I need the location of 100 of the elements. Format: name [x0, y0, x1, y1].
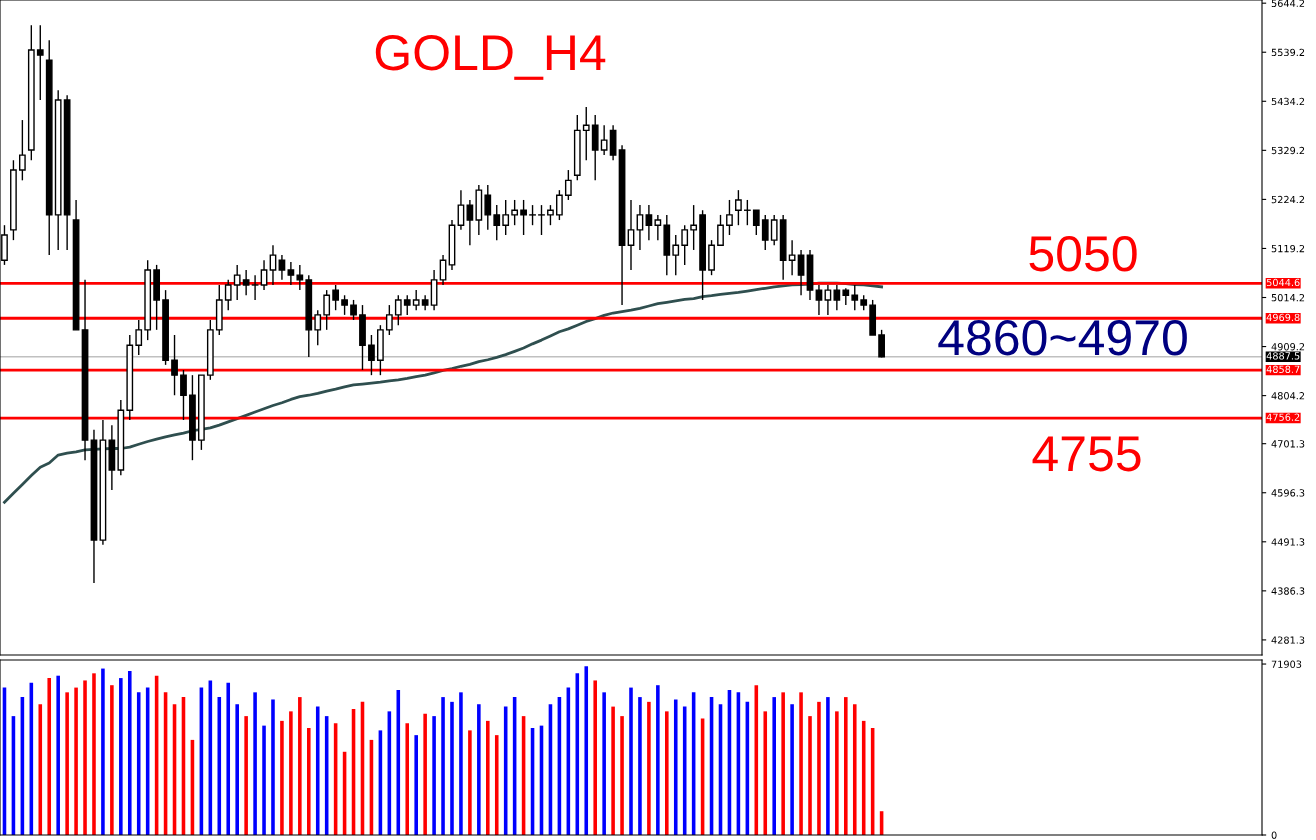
- bar: [781, 692, 785, 835]
- candlestick: [493, 204, 501, 241]
- candlestick: [654, 214, 662, 241]
- candlestick: [735, 189, 742, 226]
- bar: [92, 673, 96, 835]
- ref-line-label: 4756.2: [1266, 413, 1300, 421]
- candlestick: [851, 284, 859, 311]
- bar: [638, 697, 642, 835]
- bar: [136, 692, 141, 835]
- bar: [307, 728, 311, 835]
- candlestick: [323, 289, 331, 331]
- bar: [647, 701, 651, 835]
- candlestick: [824, 284, 832, 316]
- bar: [271, 699, 275, 835]
- bar: [790, 704, 794, 835]
- y-tick-label: 4909.2: [1271, 343, 1305, 351]
- bar: [217, 697, 222, 835]
- candlestick: [672, 234, 680, 276]
- bar: [620, 716, 624, 835]
- bar: [844, 697, 848, 835]
- bar: [423, 713, 427, 835]
- annotation: 4860~4970: [938, 320, 1187, 356]
- bar: [244, 716, 248, 835]
- candlestick: [242, 269, 250, 296]
- candlestick: [466, 199, 474, 246]
- bar: [459, 692, 463, 835]
- candlestick: [180, 369, 187, 421]
- bar: [584, 666, 589, 835]
- bar: [817, 701, 821, 835]
- candlestick: [833, 284, 841, 311]
- candlestick: [36, 24, 44, 101]
- y-tick-label: 5224.2: [1271, 195, 1305, 204]
- candlestick: [403, 294, 411, 316]
- candlestick: [18, 119, 26, 182]
- bar: [38, 704, 43, 835]
- bar: [315, 706, 320, 835]
- y-tick-label: 4491.3: [1271, 538, 1305, 546]
- bar: [432, 716, 436, 835]
- candlestick: [296, 264, 304, 291]
- y-tick-label: 5329.2: [1271, 146, 1305, 155]
- bar: [119, 678, 123, 835]
- ref-line-label: 5044.6: [1266, 278, 1300, 287]
- y-tick-label: 71903: [1271, 660, 1302, 668]
- candlestick: [368, 334, 375, 376]
- candlestick: [457, 189, 465, 231]
- bar: [665, 711, 669, 835]
- candlestick: [314, 309, 322, 346]
- candlestick: [529, 204, 536, 226]
- candlestick: [350, 299, 357, 321]
- y-tick-label: 5119.2: [1271, 244, 1305, 253]
- bar: [602, 692, 606, 835]
- y-tick-label: 4281.3: [1271, 636, 1305, 644]
- bar: [763, 711, 768, 835]
- candlestick: [752, 209, 760, 236]
- candlestick: [878, 329, 885, 359]
- candlestick: [556, 189, 563, 221]
- bar: [450, 701, 454, 835]
- bar: [226, 682, 231, 835]
- candlestick: [224, 279, 232, 311]
- candlestick: [135, 319, 143, 356]
- annotation: 5050: [1029, 236, 1137, 272]
- bar: [280, 720, 284, 835]
- bar: [611, 706, 615, 835]
- y-tick-label: 5014.2: [1271, 293, 1305, 302]
- bar: [110, 685, 114, 835]
- bar: [593, 680, 597, 835]
- bar: [494, 735, 499, 835]
- candlestick: [600, 124, 608, 156]
- candlestick: [171, 334, 178, 396]
- y-tick-label: 4386.3: [1271, 587, 1305, 595]
- bar: [656, 685, 660, 835]
- y-tick-label: 4804.2: [1271, 392, 1305, 400]
- candlestick: [484, 184, 492, 231]
- candlestick: [439, 254, 447, 286]
- candlestick: [511, 199, 519, 226]
- bar: [629, 687, 633, 835]
- annotation: 4755: [1032, 436, 1141, 472]
- candlestick: [412, 289, 420, 311]
- candlestick: [538, 204, 545, 236]
- candlestick: [770, 214, 778, 246]
- ref-line-label: 4887.5: [1266, 352, 1300, 360]
- candlestick: [394, 294, 402, 326]
- candlestick: [788, 239, 796, 276]
- candlestick: [627, 199, 635, 271]
- candlestick: [726, 199, 733, 236]
- bar: [235, 704, 239, 835]
- ref-line-label: 4858.7: [1266, 365, 1300, 373]
- bar: [65, 692, 69, 835]
- candlestick: [690, 204, 698, 251]
- candlestick: [341, 294, 348, 316]
- candlestick: [636, 204, 644, 251]
- candlestick: [797, 249, 805, 296]
- bar: [772, 697, 776, 835]
- bar: [101, 668, 105, 835]
- candlestick: [564, 169, 572, 201]
- bar: [74, 687, 78, 835]
- bar: [826, 697, 830, 835]
- bar: [441, 697, 445, 835]
- bar: [414, 735, 418, 835]
- candlestick: [520, 199, 527, 236]
